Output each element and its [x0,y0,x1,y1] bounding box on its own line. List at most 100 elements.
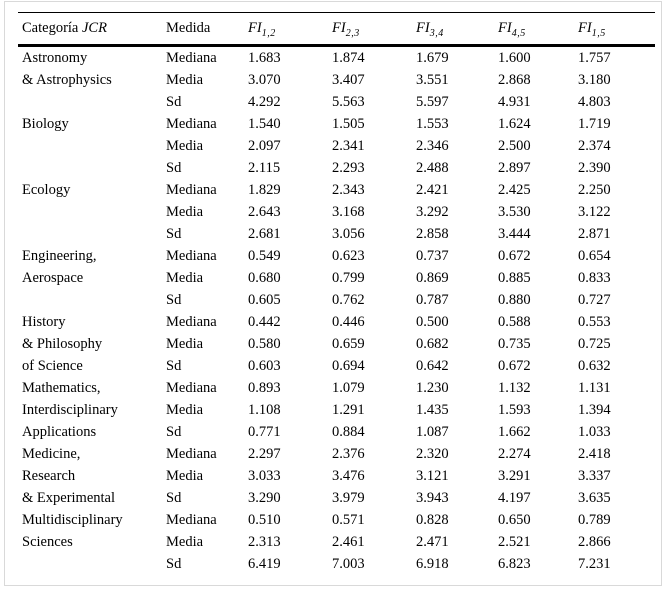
fi-base: FI [332,20,346,37]
value-cell: 4.803 [578,93,611,110]
value-cell: 0.789 [578,511,611,528]
value-cell: 7.003 [332,555,365,572]
value-cell: 1.624 [498,115,531,132]
category-cell: Sciences [22,533,73,550]
value-cell: 0.571 [332,511,365,528]
value-cell: 0.737 [416,247,449,264]
header-fi-1-2: FI1,2 [248,12,332,47]
value-cell: 0.605 [248,291,281,308]
value-cell: 1.719 [578,115,611,132]
value-cell: 1.757 [578,49,611,66]
value-cell: 3.180 [578,71,611,88]
value-cell: 2.871 [578,225,611,242]
value-cell: 1.394 [578,401,611,418]
value-cell: 6.419 [248,555,281,572]
category-cell [18,289,166,311]
category-cell: Applications [22,423,97,440]
value-cell: 3.337 [578,467,611,484]
value-cell: 0.510 [248,511,281,528]
value-cell: 6.918 [416,555,449,572]
value-cell: 0.682 [416,335,449,352]
value-cell: 2.897 [498,159,531,176]
category-cell: History [22,313,66,330]
table-row: Biology Mediana 1.540 1.505 1.553 1.624 1.719 [18,113,655,135]
table-row: Sd 2.681 3.056 2.858 3.444 2.871 [18,223,655,245]
value-cell: 2.293 [332,159,365,176]
value-cell: 2.425 [498,181,531,198]
measure-cell: Media [166,533,204,550]
value-cell: 5.597 [416,93,449,110]
value-cell: 2.097 [248,137,281,154]
table-row: Research Media 3.033 3.476 3.121 3.291 3.337 [18,465,655,487]
category-cell: Interdisciplinary [22,401,118,418]
category-cell: & Philosophy [22,335,103,352]
measure-cell: Sd [166,489,182,506]
value-cell: 0.694 [332,357,365,374]
category-cell: Multidisciplinary [22,511,123,528]
value-cell: 0.771 [248,423,281,440]
value-cell: 0.642 [416,357,449,374]
value-cell: 1.291 [332,401,365,418]
measure-cell: Sd [166,423,182,440]
value-cell: 2.376 [332,445,365,462]
value-cell: 0.632 [578,357,611,374]
measure-cell: Sd [166,159,182,176]
measure-cell: Sd [166,555,182,572]
category-cell: Medicine, [22,445,81,462]
table-row: Media 2.097 2.341 2.346 2.500 2.374 [18,135,655,157]
value-cell: 0.672 [498,247,531,264]
value-cell: 2.390 [578,159,611,176]
value-cell: 2.341 [332,137,365,154]
category-cell: of Science [22,357,83,374]
table-row: Sd 2.115 2.293 2.488 2.897 2.390 [18,157,655,179]
category-cell: Mathematics, [22,379,101,396]
value-cell: 2.320 [416,445,449,462]
value-cell: 2.313 [248,533,281,550]
header-categoria-jcr: Categoría JCR [18,12,166,47]
value-cell: 1.131 [578,379,611,396]
value-cell: 3.979 [332,489,365,506]
measure-cell: Mediana [166,313,217,330]
value-cell: 0.869 [416,269,449,286]
value-cell: 2.868 [498,71,531,88]
value-cell: 0.893 [248,379,281,396]
measure-cell: Sd [166,93,182,110]
fi-subscript: 2,3 [345,28,360,40]
value-cell: 0.446 [332,313,365,330]
value-cell: 0.672 [498,357,531,374]
value-cell: 3.168 [332,203,365,220]
measure-cell: Sd [166,291,182,308]
category-cell [18,553,166,575]
measure-cell: Sd [166,225,182,242]
value-cell: 2.858 [416,225,449,242]
category-cell [18,157,166,179]
value-cell: 1.600 [498,49,531,66]
spacer-cell [18,575,655,589]
value-cell: 2.297 [248,445,281,462]
value-cell: 2.343 [332,181,365,198]
value-cell: 0.799 [332,269,365,286]
value-cell: 2.346 [416,137,449,154]
value-cell: 1.230 [416,379,449,396]
value-cell: 1.079 [332,379,365,396]
table-row: Applications Sd 0.771 0.884 1.087 1.662 1.033 [18,421,655,443]
header-fi-3-4: FI3,4 [416,12,498,47]
table-row: Ecology Mediana 1.829 2.343 2.421 2.425 2.250 [18,179,655,201]
value-cell: 3.551 [416,71,449,88]
fi-subscript: 1,2 [261,28,276,40]
table-row: Mathematics, Mediana 0.893 1.079 1.230 1.132 1… [18,377,655,399]
category-cell: Aerospace [22,269,84,286]
value-cell: 0.884 [332,423,365,440]
value-cell: 2.250 [578,181,611,198]
fi-base: FI [416,20,430,37]
measure-cell: Media [166,71,204,88]
value-cell: 0.833 [578,269,611,286]
value-cell: 3.292 [416,203,449,220]
value-cell: 2.274 [498,445,531,462]
value-cell: 1.132 [498,379,531,396]
header-row: Categoría JCR Medida FI1,2 FI2,3 FI3,4 F… [18,12,655,47]
value-cell: 0.735 [498,335,531,352]
value-cell: 2.866 [578,533,611,550]
measure-cell: Mediana [166,49,217,66]
